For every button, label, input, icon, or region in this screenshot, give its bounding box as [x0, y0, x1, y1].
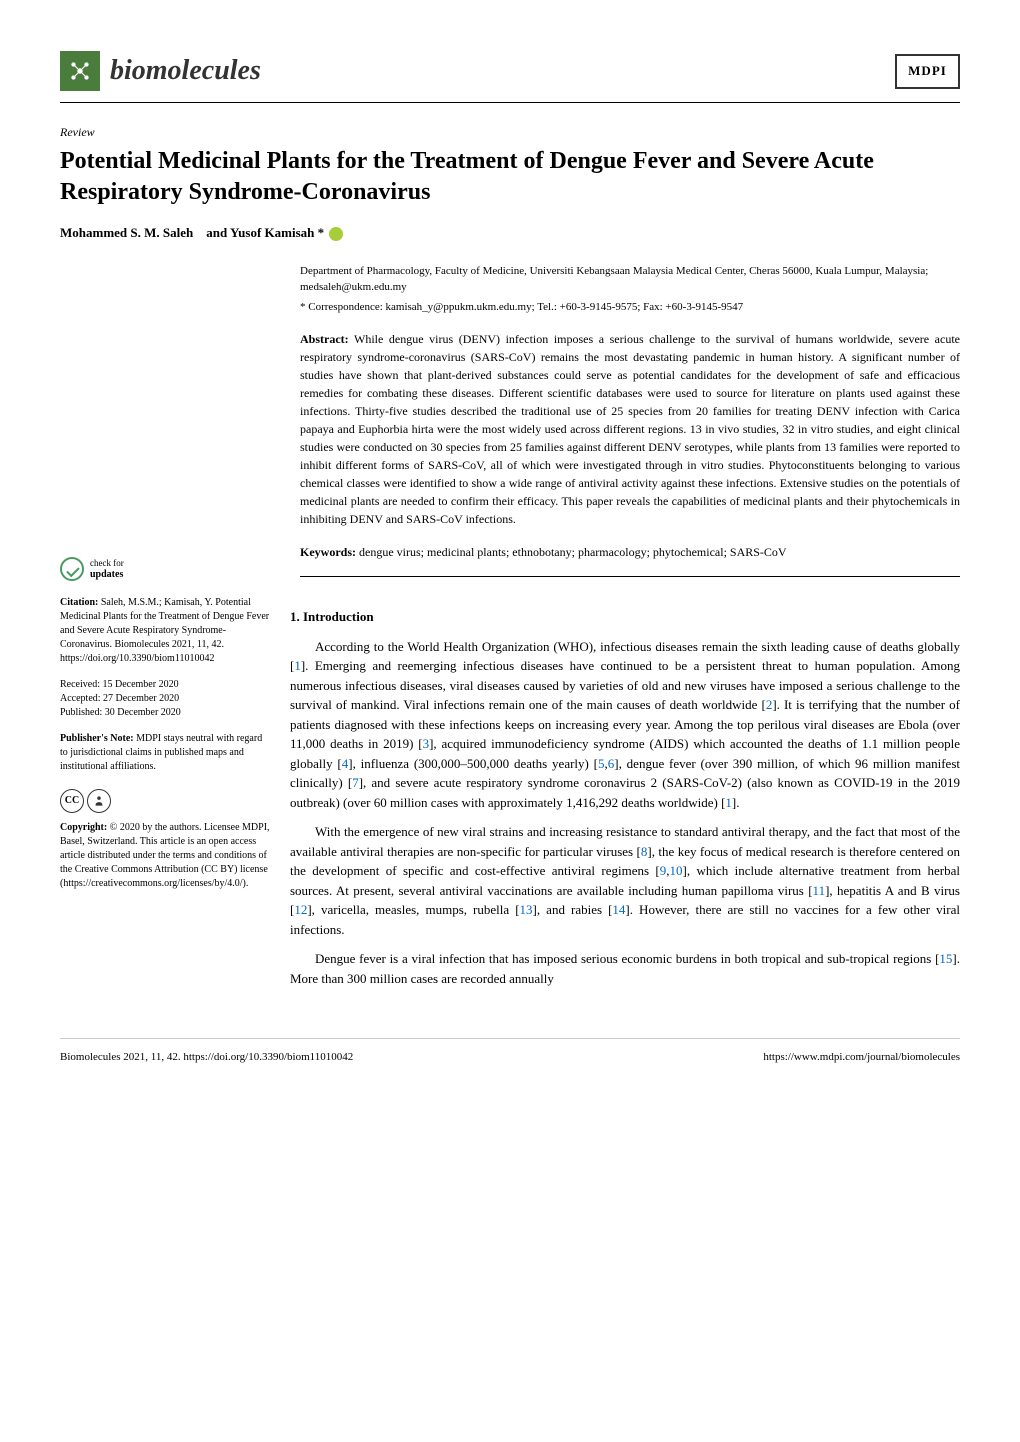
publisher-note: Publisher's Note: MDPI stays neutral wit…	[60, 732, 270, 774]
person-icon	[92, 794, 106, 808]
ref-link[interactable]: 13	[520, 902, 533, 917]
article-type: Review	[60, 123, 960, 141]
ref-link[interactable]: 5	[598, 756, 605, 771]
keywords-label: Keywords:	[300, 545, 356, 559]
published-date: Published: 30 December 2020	[60, 706, 270, 720]
check-line1: check for	[90, 558, 124, 568]
keywords-block: Keywords: dengue virus; medicinal plants…	[300, 543, 960, 577]
affiliation-block: Department of Pharmacology, Faculty of M…	[300, 263, 960, 316]
received-date: Received: 15 December 2020	[60, 678, 270, 692]
ref-link[interactable]: 12	[294, 902, 307, 917]
check-line2: updates	[90, 569, 124, 580]
paragraph-2: With the emergence of new viral strains …	[290, 822, 960, 939]
cc-icon: CC	[60, 789, 84, 813]
journal-name: biomolecules	[110, 50, 261, 92]
abstract-text: While dengue virus (DENV) infection impo…	[300, 332, 960, 526]
paragraph-3: Dengue fever is a viral infection that h…	[290, 949, 960, 988]
cc-license-icons: CC	[60, 789, 270, 813]
journal-icon	[60, 51, 100, 91]
body-text-span: ], and rabies [	[533, 902, 613, 917]
body-text-span: ], and severe acute respiratory syndrome…	[290, 775, 960, 810]
citation-label: Citation:	[60, 597, 98, 608]
citation-block: Citation: Saleh, M.S.M.; Kamisah, Y. Pot…	[60, 596, 270, 666]
keywords-text: dengue virus; medicinal plants; ethnobot…	[359, 545, 787, 559]
body-text-span: Dengue fever is a viral infection that h…	[315, 951, 939, 966]
by-icon	[87, 789, 111, 813]
authors: Mohammed S. M. Saleh and Yusof Kamisah *	[60, 223, 960, 243]
body-text-span: ], varicella, measles, mumps, rubella [	[307, 902, 519, 917]
correspondence-text: * Correspondence: kamisah_y@ppukm.ukm.ed…	[300, 299, 960, 316]
page-footer: Biomolecules 2021, 11, 42. https://doi.o…	[60, 1038, 960, 1066]
copyright-block: Copyright: © 2020 by the authors. Licens…	[60, 821, 270, 891]
body-text-span: ], influenza (300,000–500,000 deaths yea…	[348, 756, 598, 771]
check-updates-text: check for updates	[90, 559, 124, 580]
ref-link[interactable]: 10	[670, 863, 683, 878]
accepted-date: Accepted: 27 December 2020	[60, 692, 270, 706]
sidebar: check for updates Citation: Saleh, M.S.M…	[60, 607, 270, 998]
ref-link[interactable]: 15	[939, 951, 952, 966]
body-text: 1. Introduction According to the World H…	[290, 607, 960, 998]
author-names: Mohammed S. M. Saleh and Yusof Kamisah *	[60, 225, 324, 240]
dates-block: Received: 15 December 2020 Accepted: 27 …	[60, 678, 270, 720]
footer-right: https://www.mdpi.com/journal/biomolecule…	[763, 1049, 960, 1066]
page-header: biomolecules MDPI	[60, 50, 960, 103]
copyright-label: Copyright:	[60, 822, 107, 833]
affiliation-text: Department of Pharmacology, Faculty of M…	[300, 263, 960, 296]
molecule-icon	[67, 58, 93, 84]
section-heading: 1. Introduction	[290, 607, 960, 627]
mdpi-logo: MDPI	[895, 54, 960, 89]
body-text-span: ].	[732, 795, 740, 810]
abstract-block: Abstract: While dengue virus (DENV) infe…	[300, 330, 960, 528]
ref-link[interactable]: 11	[813, 883, 826, 898]
publisher-note-label: Publisher's Note:	[60, 733, 134, 744]
ref-link[interactable]: 14	[612, 902, 625, 917]
footer-left: Biomolecules 2021, 11, 42. https://doi.o…	[60, 1049, 353, 1066]
journal-logo: biomolecules	[60, 50, 261, 92]
check-icon	[60, 557, 84, 581]
paragraph-1: According to the World Health Organizati…	[290, 637, 960, 813]
abstract-label: Abstract:	[300, 332, 349, 346]
orcid-icon	[329, 227, 343, 241]
main-content: check for updates Citation: Saleh, M.S.M…	[60, 607, 960, 998]
article-title: Potential Medicinal Plants for the Treat…	[60, 146, 960, 208]
ref-link[interactable]: 9	[660, 863, 667, 878]
check-updates[interactable]: check for updates	[60, 557, 270, 581]
